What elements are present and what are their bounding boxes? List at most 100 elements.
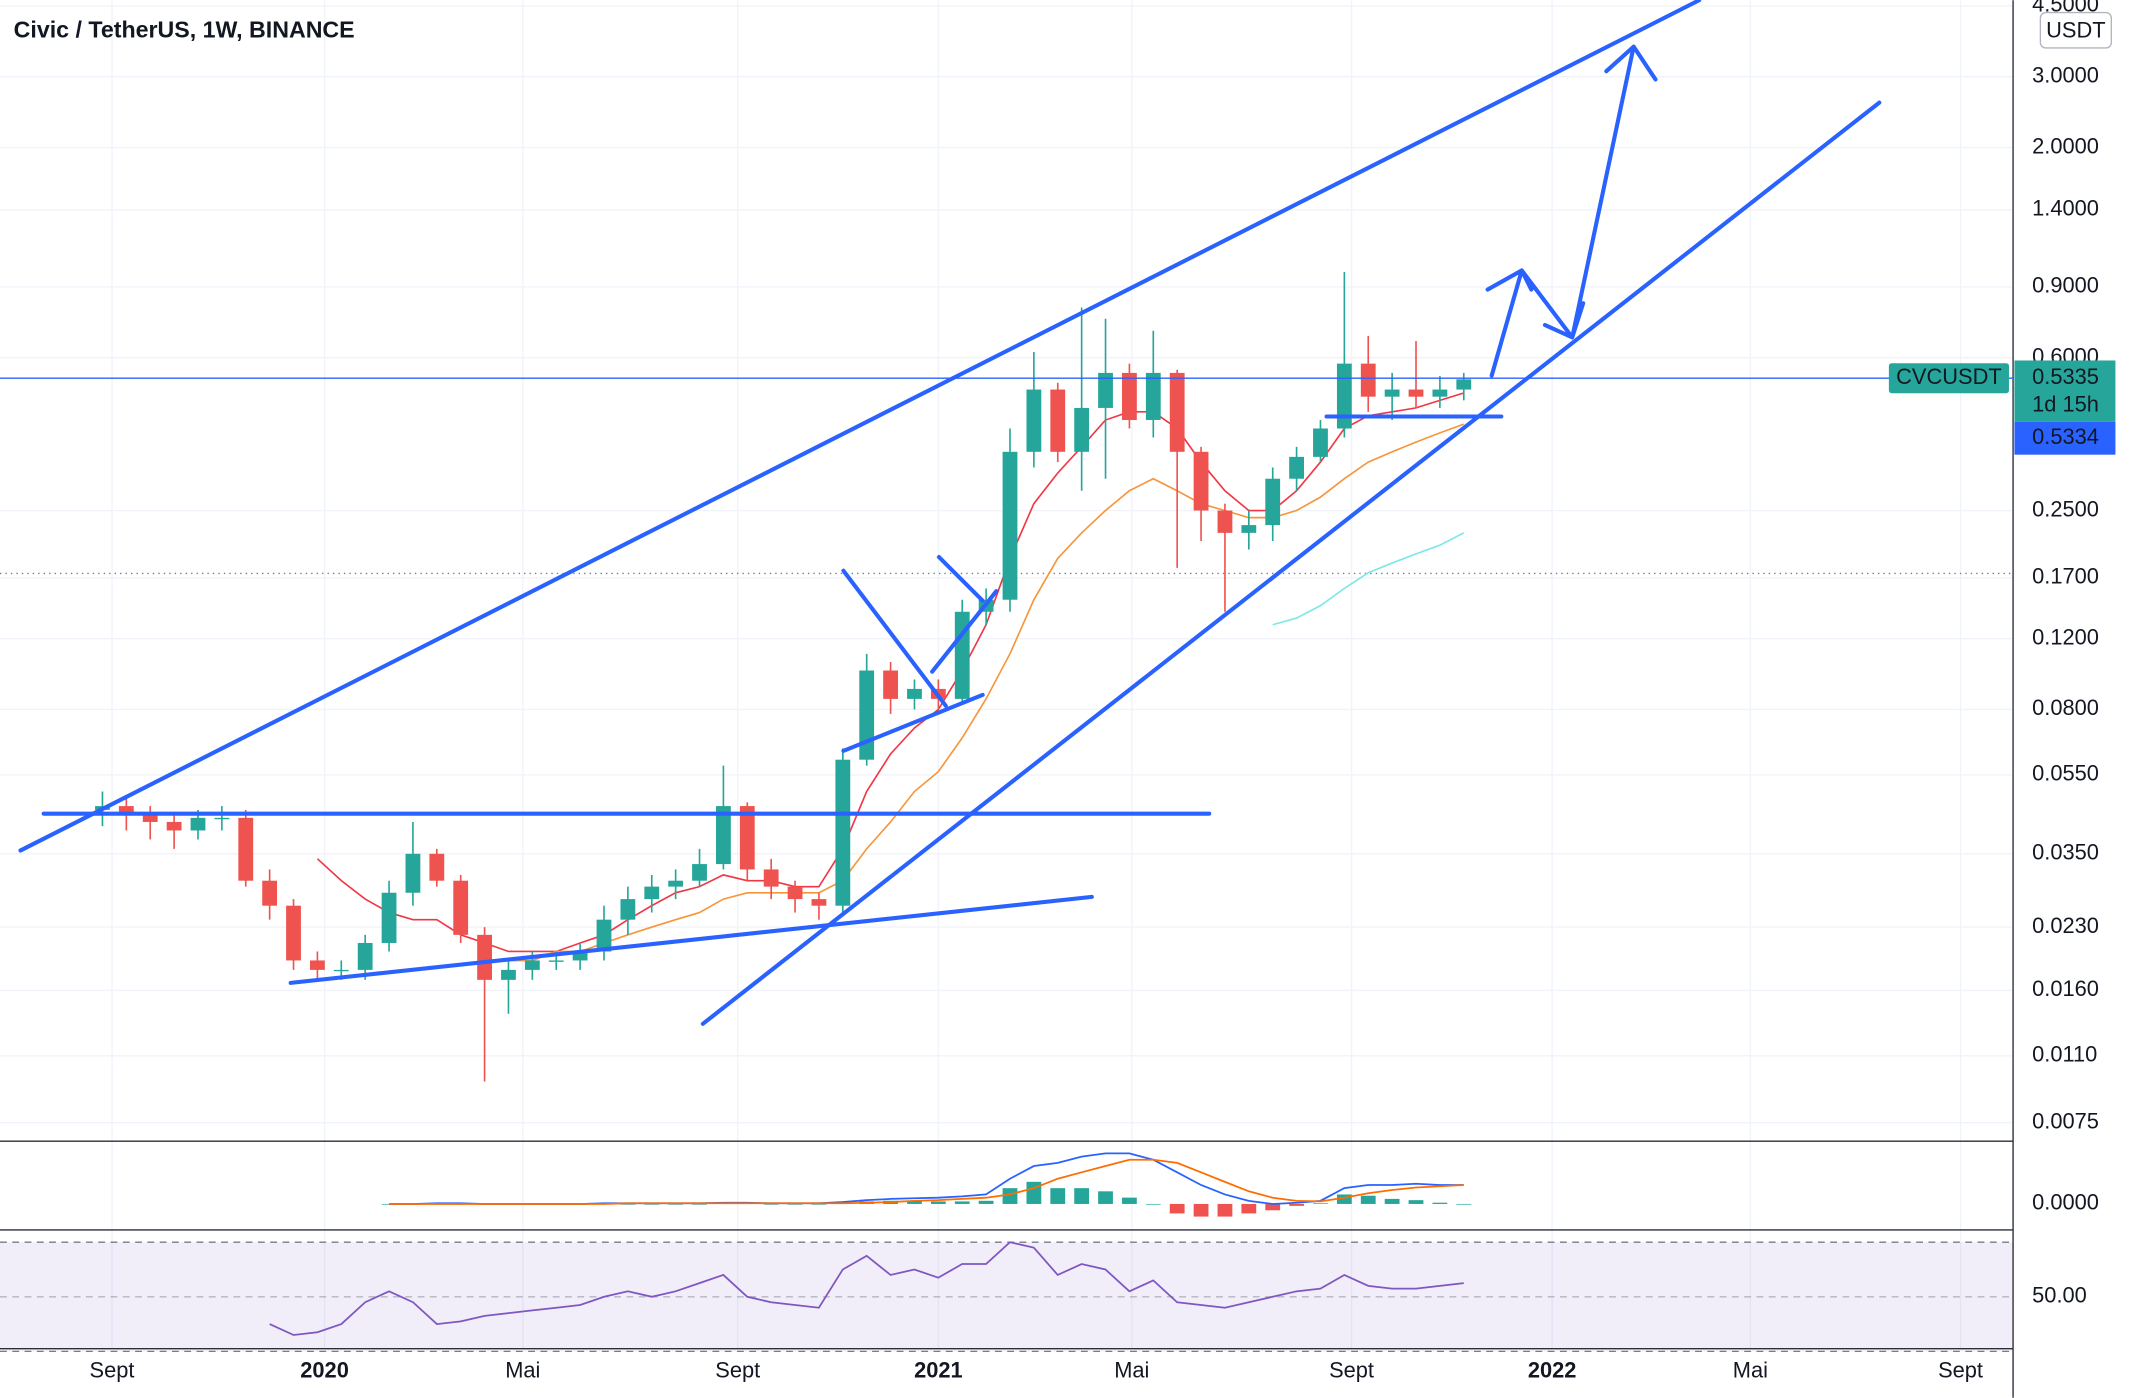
candle-body bbox=[381, 892, 397, 943]
trend-line bbox=[930, 589, 999, 674]
x-tick-label: Sept bbox=[1938, 1358, 1983, 1383]
candle-body bbox=[1265, 478, 1281, 526]
projection-arrow bbox=[1485, 44, 1658, 378]
grid bbox=[0, 0, 2014, 1353]
candle-body bbox=[1193, 451, 1209, 511]
candle-body bbox=[1313, 428, 1328, 457]
candle-body bbox=[1456, 379, 1472, 390]
candle-body bbox=[118, 806, 134, 814]
candle-body bbox=[1098, 372, 1113, 408]
y-tick-label: 0.0160 bbox=[2032, 976, 2099, 1001]
y-tick-label: 0.9000 bbox=[2032, 273, 2099, 298]
moving-average bbox=[1272, 532, 1465, 626]
macd-histogram-bar bbox=[1122, 1197, 1137, 1204]
candle-body bbox=[1241, 525, 1257, 533]
candle-body bbox=[1360, 363, 1376, 397]
currency-badge[interactable] bbox=[2039, 11, 2113, 49]
candle-body bbox=[1336, 363, 1352, 429]
moving-average bbox=[508, 423, 1465, 962]
macd-histogram-bar bbox=[930, 1201, 946, 1204]
trend-line bbox=[936, 555, 985, 603]
candle-body bbox=[1002, 451, 1018, 600]
y-tick-label: 0.0110 bbox=[2032, 1042, 2097, 1067]
candle-body bbox=[1074, 407, 1090, 452]
candle-body bbox=[596, 919, 612, 952]
macd-histogram-bar bbox=[1098, 1191, 1113, 1204]
symbol-tag bbox=[1888, 363, 2009, 394]
x-tick-label: Mai bbox=[1114, 1358, 1149, 1383]
x-tick-label: Sept bbox=[1329, 1358, 1374, 1383]
candle-body bbox=[309, 960, 325, 970]
macd-histogram-bar bbox=[1193, 1203, 1209, 1217]
candle-body bbox=[716, 806, 731, 865]
macd-histogram-bar bbox=[1265, 1203, 1281, 1211]
candle-body bbox=[1384, 389, 1400, 397]
y-tick-label: 3.0000 bbox=[2032, 63, 2099, 88]
macd-histogram-bar bbox=[1432, 1202, 1448, 1204]
candle-body bbox=[142, 813, 158, 822]
price-tag bbox=[2014, 360, 2116, 422]
candle-body bbox=[1289, 456, 1304, 479]
y-tick-label: 0.0550 bbox=[2032, 761, 2099, 786]
x-tick-label: Mai bbox=[505, 1358, 540, 1383]
candle-body bbox=[620, 899, 636, 920]
macd-histogram-bar bbox=[907, 1201, 922, 1204]
trend-line bbox=[288, 894, 1094, 985]
y-tick-label: 0.0350 bbox=[2032, 840, 2099, 865]
candle-body bbox=[190, 817, 206, 831]
candle-body bbox=[883, 670, 898, 699]
macd-histogram-bar bbox=[763, 1203, 779, 1205]
y-tick-label: 0.1200 bbox=[2032, 624, 2099, 649]
candle-body bbox=[166, 821, 182, 831]
trend-line bbox=[841, 568, 948, 708]
macd-histogram-bar bbox=[1145, 1203, 1161, 1205]
macd-histogram-bar bbox=[811, 1203, 827, 1205]
candle-body bbox=[1408, 389, 1424, 397]
candle-body bbox=[357, 942, 373, 970]
candle-body bbox=[477, 934, 492, 980]
candle-body bbox=[1145, 372, 1161, 420]
candle-body bbox=[548, 960, 564, 962]
macd-tick-label: 0.0000 bbox=[2032, 1190, 2099, 1215]
trend-line bbox=[841, 692, 985, 753]
macd-histogram-bar bbox=[1074, 1188, 1090, 1204]
axes: Sept 2020 Mai Sept 2021 Mai Sept 2022 Mai Sept4.5… bbox=[90, 0, 2116, 1383]
macd-histogram-bar bbox=[1456, 1203, 1472, 1205]
candle-body bbox=[453, 880, 469, 935]
candle-body bbox=[524, 960, 540, 970]
candle-body bbox=[763, 869, 779, 887]
y-tick-label: 2.0000 bbox=[2032, 133, 2099, 158]
macd-histogram-bar bbox=[1002, 1188, 1018, 1204]
x-tick-label: 2022 bbox=[1528, 1358, 1577, 1383]
symbol-label: CVCUSDT bbox=[1896, 364, 2002, 389]
rsi-tick-label: 50.00 bbox=[2032, 1283, 2087, 1308]
macd-histogram-bar bbox=[668, 1203, 684, 1205]
candle-body bbox=[1169, 372, 1185, 452]
currency-label: USDT bbox=[2046, 17, 2105, 42]
x-tick-label: 2020 bbox=[300, 1358, 349, 1383]
candle-body bbox=[1026, 389, 1042, 452]
y-tick-label: 0.0075 bbox=[2032, 1108, 2099, 1133]
macd-histogram-bar bbox=[1360, 1195, 1376, 1204]
candle-body bbox=[214, 817, 230, 820]
candle-body bbox=[262, 880, 278, 906]
candle-body bbox=[405, 853, 421, 893]
macd-histogram-bar bbox=[620, 1203, 636, 1205]
x-tick-label: 2021 bbox=[914, 1358, 963, 1383]
user-drawings bbox=[18, 0, 1882, 1026]
macd-histogram-bar bbox=[1241, 1203, 1257, 1214]
macd-histogram-bar bbox=[1050, 1188, 1066, 1204]
macd-histogram-bar bbox=[1336, 1194, 1352, 1204]
candle-body bbox=[429, 853, 445, 881]
macd-histogram-bar bbox=[787, 1203, 803, 1205]
candle-body bbox=[286, 905, 301, 961]
candle-body bbox=[835, 759, 851, 906]
macd-histogram-bar bbox=[1169, 1203, 1185, 1214]
y-tick-label: 1.4000 bbox=[2032, 196, 2099, 221]
candle-body bbox=[644, 886, 660, 900]
price-label: 0.5334 bbox=[2032, 424, 2099, 449]
candle-body bbox=[238, 817, 254, 881]
macd-histogram-bar bbox=[954, 1201, 970, 1204]
